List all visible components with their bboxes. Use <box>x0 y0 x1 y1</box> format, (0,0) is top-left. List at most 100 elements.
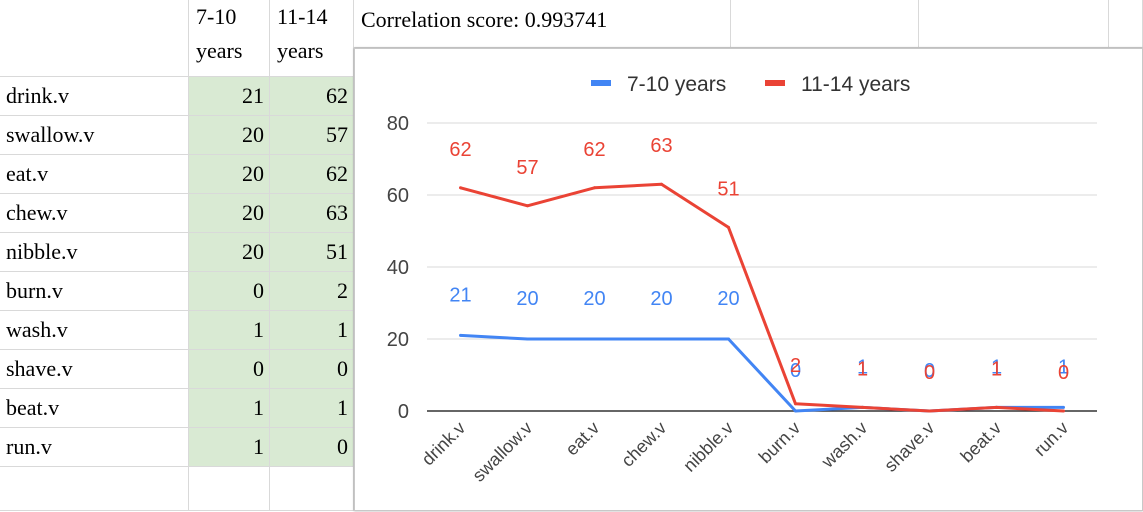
value-cell-7-10[interactable]: 20 <box>189 116 270 155</box>
value-cell-11-14[interactable]: 1 <box>270 389 354 428</box>
x-tick-label: run.v <box>1030 418 1072 460</box>
value-cell-11-14[interactable]: 0 <box>270 428 354 467</box>
x-tick-label: chew.v <box>617 418 670 471</box>
data-label: 62 <box>583 139 605 161</box>
empty-cell[interactable] <box>270 466 354 511</box>
value-cell-11-14[interactable]: 0 <box>270 350 354 389</box>
x-tick-label: burn.v <box>755 418 805 468</box>
header-7-10-years[interactable]: 7-10 years <box>189 0 270 77</box>
data-label: 62 <box>449 139 471 161</box>
x-tick-label: swallow.v <box>468 418 536 486</box>
value-cell-7-10[interactable]: 1 <box>189 389 270 428</box>
data-label: 1 <box>991 356 1002 378</box>
value-cell-7-10[interactable]: 0 <box>189 350 270 389</box>
row-label-cell[interactable]: run.v <box>0 428 189 467</box>
correlation-cell[interactable]: Correlation score: 0.993741 <box>354 0 731 48</box>
y-tick-label: 0 <box>398 401 409 423</box>
empty-cell[interactable] <box>0 466 189 511</box>
empty-cell[interactable] <box>1109 0 1143 48</box>
x-tick-label: drink.v <box>418 418 470 470</box>
corner-cell[interactable] <box>0 0 189 77</box>
data-point <box>526 337 529 341</box>
value-cell-7-10[interactable]: 20 <box>189 155 270 194</box>
x-tick-label: beat.v <box>957 418 1006 467</box>
row-label-cell[interactable]: swallow.v <box>0 116 189 155</box>
data-point <box>593 337 596 341</box>
row-label-cell[interactable]: nibble.v <box>0 233 189 272</box>
value-cell-11-14[interactable]: 51 <box>270 233 354 272</box>
data-label: 63 <box>650 135 672 157</box>
row-label-cell[interactable]: burn.v <box>0 272 189 311</box>
value-cell-11-14[interactable]: 62 <box>270 77 354 116</box>
data-label: 21 <box>449 284 471 306</box>
data-label: 1 <box>857 358 868 380</box>
data-label: 0 <box>924 362 935 384</box>
data-label: 57 <box>516 157 538 179</box>
line-chart[interactable]: 0 20 40 60 80 drink.v swallow.v eat.v chew.v nibb… <box>354 48 1143 511</box>
row-label-cell[interactable]: chew.v <box>0 194 189 233</box>
data-label: 51 <box>717 178 739 200</box>
series-line-7-10-years <box>460 333 1064 413</box>
value-cell-11-14[interactable]: 57 <box>270 116 354 155</box>
data-label: 20 <box>650 288 672 310</box>
value-cell-11-14[interactable]: 1 <box>270 311 354 350</box>
value-cell-7-10[interactable]: 1 <box>189 428 270 467</box>
value-cell-11-14[interactable]: 62 <box>270 155 354 194</box>
header-line: 7-10 <box>196 4 237 29</box>
y-tick-label: 40 <box>387 257 409 279</box>
data-label: 20 <box>583 288 605 310</box>
x-tick-label: shave.v <box>880 418 938 476</box>
header-11-14-years[interactable]: 11-14 years <box>270 0 354 77</box>
data-label: 2 <box>790 355 801 377</box>
header-line: 11-14 <box>277 4 328 29</box>
x-tick-label: wash.v <box>817 418 871 472</box>
data-label: 20 <box>516 288 538 310</box>
value-cell-7-10[interactable]: 21 <box>189 77 270 116</box>
value-cell-11-14[interactable]: 63 <box>270 194 354 233</box>
data-label: 1 <box>991 358 1002 380</box>
legend-label: 7-10 years <box>627 73 726 96</box>
value-cell-7-10[interactable]: 20 <box>189 194 270 233</box>
header-line: years <box>196 38 243 63</box>
data-point <box>660 182 663 186</box>
data-point <box>727 225 730 229</box>
value-cell-7-10[interactable]: 1 <box>189 311 270 350</box>
y-tick-label: 60 <box>387 185 409 207</box>
row-label-cell[interactable]: wash.v <box>0 311 189 350</box>
value-cell-11-14[interactable]: 2 <box>270 272 354 311</box>
data-label: 1 <box>857 356 868 378</box>
row-label-cell[interactable]: eat.v <box>0 155 189 194</box>
data-point <box>861 405 864 409</box>
data-point <box>928 409 931 413</box>
value-cell-7-10[interactable]: 0 <box>189 272 270 311</box>
data-point <box>1062 405 1065 409</box>
empty-cell[interactable] <box>919 0 1109 48</box>
header-line: years <box>277 38 324 63</box>
legend-swatch <box>591 80 611 86</box>
data-point <box>459 333 462 337</box>
data-label: 0 <box>924 360 935 382</box>
data-label: 20 <box>717 288 739 310</box>
row-label-cell[interactable]: shave.v <box>0 350 189 389</box>
y-tick-label: 20 <box>387 329 409 351</box>
data-point <box>727 337 730 341</box>
data-point <box>526 204 529 208</box>
data-label: 0 <box>790 360 801 382</box>
empty-cell[interactable] <box>731 0 919 48</box>
row-label-cell[interactable]: drink.v <box>0 77 189 116</box>
data-point <box>660 337 663 341</box>
y-tick-label: 80 <box>387 113 409 135</box>
legend-swatch <box>765 80 785 86</box>
data-label: 1 <box>1058 356 1069 378</box>
x-tick-label: eat.v <box>562 418 604 460</box>
value-cell-7-10[interactable]: 20 <box>189 233 270 272</box>
empty-cell[interactable] <box>189 466 270 511</box>
row-label-cell[interactable]: beat.v <box>0 389 189 428</box>
data-point <box>794 409 797 413</box>
data-point <box>459 186 462 190</box>
data-point <box>794 402 797 406</box>
data-point <box>1062 409 1065 413</box>
legend-label: 11-14 years <box>801 73 910 96</box>
